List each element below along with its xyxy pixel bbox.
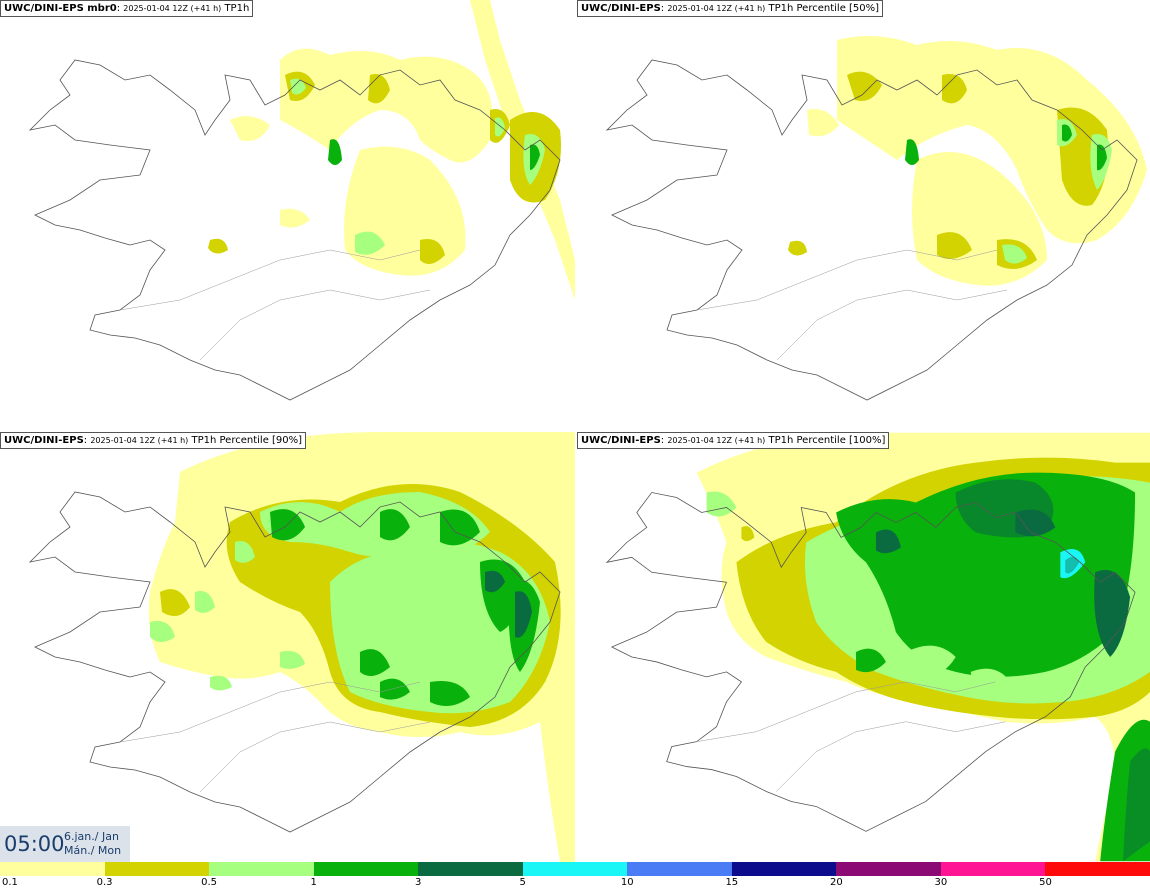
precip-areas xyxy=(148,432,575,862)
coastline xyxy=(28,59,561,401)
coastline xyxy=(605,492,1136,832)
colorbar-segment xyxy=(1045,862,1150,876)
colorbar-label: 1 xyxy=(310,877,317,888)
panel-title-run: 2025-01-04 12Z (+41 h) xyxy=(667,4,766,13)
colorbar-label: 50 xyxy=(1039,877,1052,888)
colorbar-label: 30 xyxy=(934,877,948,888)
colorbar-segment xyxy=(940,862,1046,876)
panel-title: UWC/DINI-EPS: 2025-01-04 12Z (+41 h) TP1… xyxy=(0,432,307,449)
valid-time: 05:00 xyxy=(4,832,65,856)
map-panel-p100: UWC/DINI-EPS: 2025-01-04 12Z (+41 h) TP1… xyxy=(577,432,1150,862)
panel-title-run: 2025-01-04 12Z (+41 h) xyxy=(667,436,766,445)
map-panel-p50: UWC/DINI-EPS: 2025-01-04 12Z (+41 h) TP1… xyxy=(577,0,1150,430)
colorbar-segment xyxy=(418,862,523,876)
colorbar-label: 5 xyxy=(519,877,526,888)
map-panel-member0: UWC/DINI-EPS mbr0: 2025-01-04 12Z (+41 h… xyxy=(0,0,575,430)
colorbar-segment xyxy=(836,862,941,876)
colorbar-label: 20 xyxy=(829,877,843,888)
coastline xyxy=(605,59,1138,401)
panel-title-model: UWC/DINI-EPS xyxy=(581,3,661,14)
precip-areas xyxy=(696,432,1150,862)
colorbar-label: 15 xyxy=(725,877,739,888)
colorbar-labels: 0.1 0.3 0.5 1 3 5 10 15 20 30 50 xyxy=(0,877,1150,891)
colorbar-label: 0.1 xyxy=(2,877,18,888)
precip-areas xyxy=(788,36,1147,286)
valid-date: 6.jan./ Jan Mán./ Mon xyxy=(64,830,122,857)
precip-map xyxy=(605,36,1147,401)
panel-title-model: UWC/DINI-EPS xyxy=(4,435,84,446)
colorbar-segment xyxy=(313,862,419,876)
precip-colorbar xyxy=(0,862,1150,876)
panel-title-field: TP1h Percentile [100%] xyxy=(765,435,886,446)
coastline xyxy=(28,491,561,833)
colorbar-segment xyxy=(104,862,210,876)
precip-map xyxy=(28,432,575,862)
precip-areas xyxy=(208,0,575,300)
map-panel-p90: UWC/DINI-EPS: 2025-01-04 12Z (+41 h) TP1… xyxy=(0,432,575,862)
panel-title-field: TP1h Percentile [50%] xyxy=(765,3,880,14)
colorbar-segment xyxy=(522,862,628,876)
colorbar-label: 3 xyxy=(414,877,422,888)
panel-title-field: TP1h Percentile [90%] xyxy=(188,435,303,446)
colorbar-segment xyxy=(209,862,314,876)
colorbar-label: 10 xyxy=(620,877,634,888)
colorbar-label: 0.5 xyxy=(201,877,218,888)
colorbar-segment xyxy=(0,862,105,876)
panel-title-field: TP1h xyxy=(221,3,250,14)
precip-map xyxy=(605,432,1150,862)
colorbar-segment xyxy=(731,862,837,876)
panel-divider xyxy=(575,0,577,862)
panel-title-run: 2025-01-04 12Z (+41 h) xyxy=(90,436,189,445)
panel-title-model: UWC/DINI-EPS mbr0 xyxy=(4,3,117,14)
valid-time-box: 05:00 6.jan./ Jan Mán./ Mon xyxy=(0,826,130,862)
panel-title: UWC/DINI-EPS mbr0: 2025-01-04 12Z (+41 h… xyxy=(0,0,254,17)
precip-map xyxy=(28,0,575,401)
panel-title-model: UWC/DINI-EPS xyxy=(581,435,661,446)
panel-title: UWC/DINI-EPS: 2025-01-04 12Z (+41 h) TP1… xyxy=(577,432,890,449)
colorbar-segment xyxy=(627,862,732,876)
colorbar-label: 0.3 xyxy=(96,877,113,888)
panel-title-run: 2025-01-04 12Z (+41 h) xyxy=(123,4,222,13)
panel-title: UWC/DINI-EPS: 2025-01-04 12Z (+41 h) TP1… xyxy=(577,0,884,17)
